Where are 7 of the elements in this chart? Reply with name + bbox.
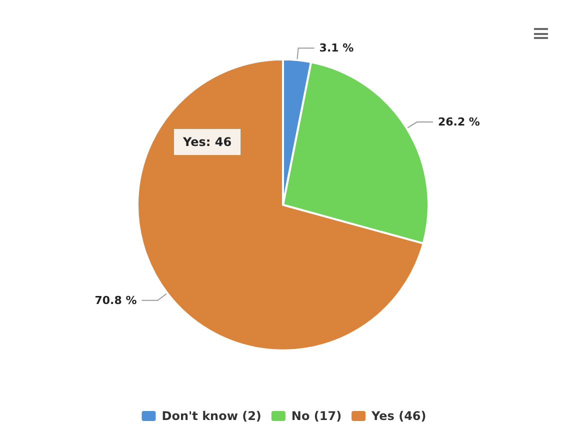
legend-label: Don't know (2) [162,409,262,423]
data-label: 70.8 % [94,294,137,307]
data-label: 26.2 % [438,116,480,129]
legend-label: No (17) [291,409,342,423]
legend-label: Yes (46) [370,409,426,423]
data-label: 3.1 % [319,42,354,55]
text: Yes: 46 [182,135,232,149]
